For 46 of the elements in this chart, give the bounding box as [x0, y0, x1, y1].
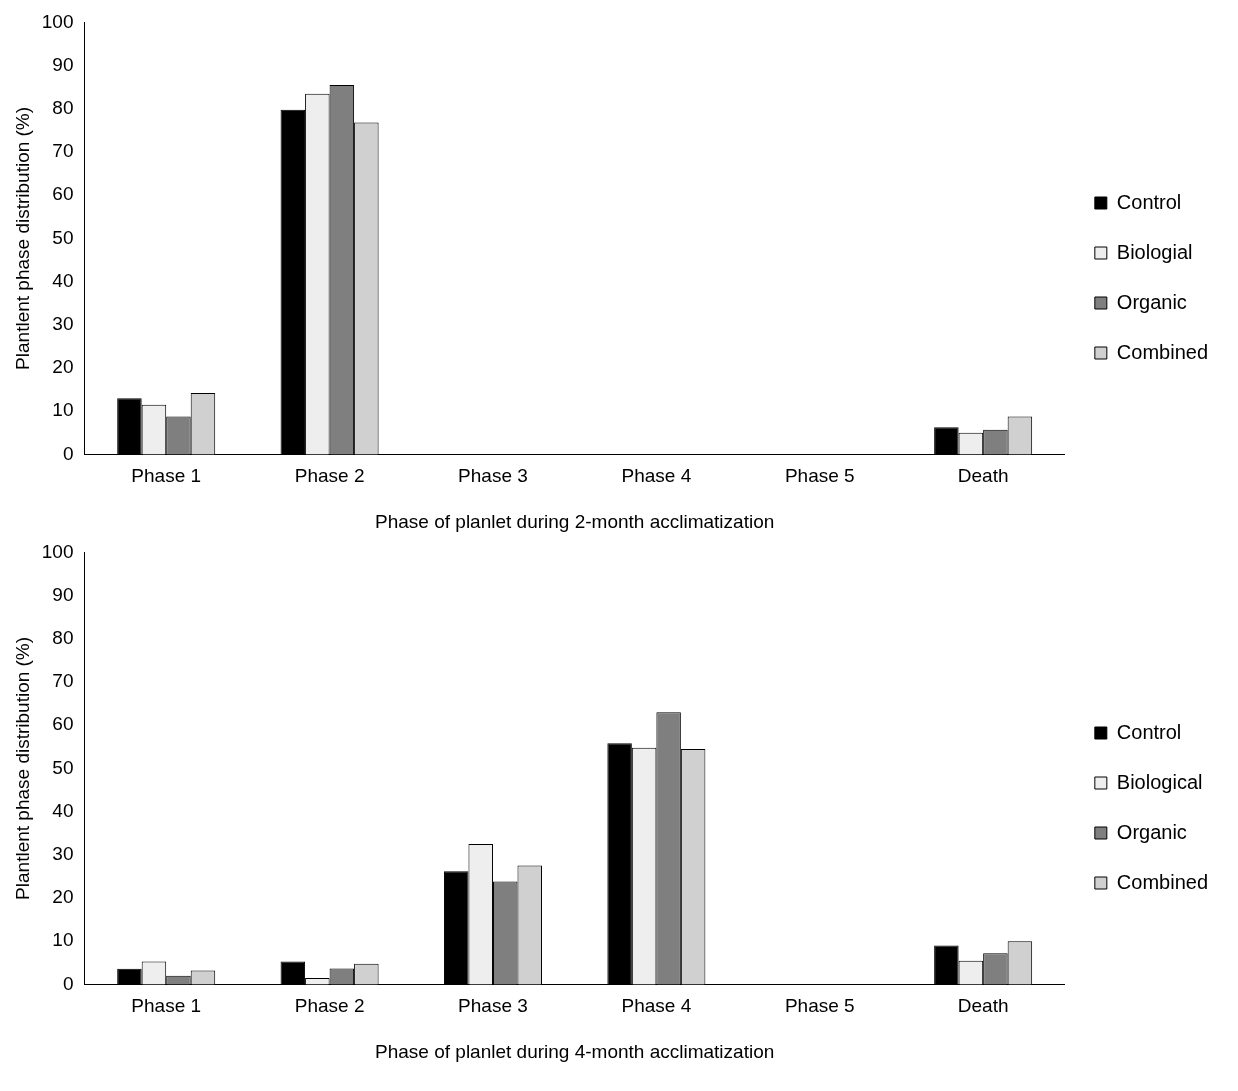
y-axis-title: Plantlent phase distribution (%): [11, 636, 33, 900]
y-tick-label: 90: [52, 53, 74, 75]
legend-label: Control: [1116, 190, 1182, 213]
x-axis-title: Phase of planlet during 2-month acclimatization: [375, 510, 775, 532]
y-tick-label: 40: [52, 269, 74, 291]
x-tick-label: Phase 2: [294, 995, 365, 1017]
x-tick-label: Phase 4: [621, 995, 692, 1017]
x-tick-label: Death: [957, 465, 1009, 487]
x-tick-label: Phase 3: [458, 465, 528, 487]
x-tick-label: Phase 4: [621, 465, 692, 487]
y-tick-label: 50: [52, 756, 74, 778]
y-tick-label: 80: [52, 627, 74, 649]
y-tick-label: 10: [52, 929, 74, 951]
y-tick-label: 10: [52, 399, 74, 421]
y-tick-label: 60: [52, 713, 74, 735]
legend-label: Organic: [1116, 290, 1187, 313]
y-tick-label: 0: [62, 972, 74, 994]
legend-label: Combined: [1116, 870, 1209, 893]
x-axis-title: Phase of planlet during 4-month acclimatization: [375, 1040, 775, 1062]
y-tick-label: 80: [52, 97, 74, 119]
legend-label: Organic: [1116, 820, 1187, 843]
y-tick-label: 90: [52, 583, 74, 605]
x-tick-label: Phase 1: [131, 995, 202, 1017]
y-tick-label: 30: [52, 843, 74, 865]
y-tick-label: 70: [52, 140, 74, 162]
y-tick-label: 0: [62, 442, 74, 464]
x-tick-label: Phase 5: [784, 995, 855, 1017]
x-tick-label: Phase 1: [131, 465, 202, 487]
y-tick-label: 60: [52, 183, 74, 205]
legend-label: Biologial: [1116, 240, 1193, 263]
x-tick-label: Phase 3: [458, 995, 528, 1017]
y-tick-label: 40: [52, 799, 74, 821]
y-tick-label: 50: [52, 226, 74, 248]
x-tick-label: Phase 2: [294, 465, 365, 487]
y-axis-title: Plantlent phase distribution (%): [11, 106, 33, 370]
y-tick-label: 70: [52, 670, 74, 692]
legend-label: Control: [1116, 720, 1182, 743]
y-tick-label: 20: [52, 356, 74, 378]
y-tick-label: 100: [41, 540, 74, 562]
legend-label: Biological: [1116, 770, 1203, 793]
y-tick-label: 20: [52, 886, 74, 908]
legend-label: Combined: [1116, 340, 1209, 363]
x-tick-label: Death: [957, 995, 1009, 1017]
x-tick-label: Phase 5: [784, 465, 855, 487]
y-tick-label: 30: [52, 313, 74, 335]
y-tick-label: 100: [41, 10, 74, 32]
